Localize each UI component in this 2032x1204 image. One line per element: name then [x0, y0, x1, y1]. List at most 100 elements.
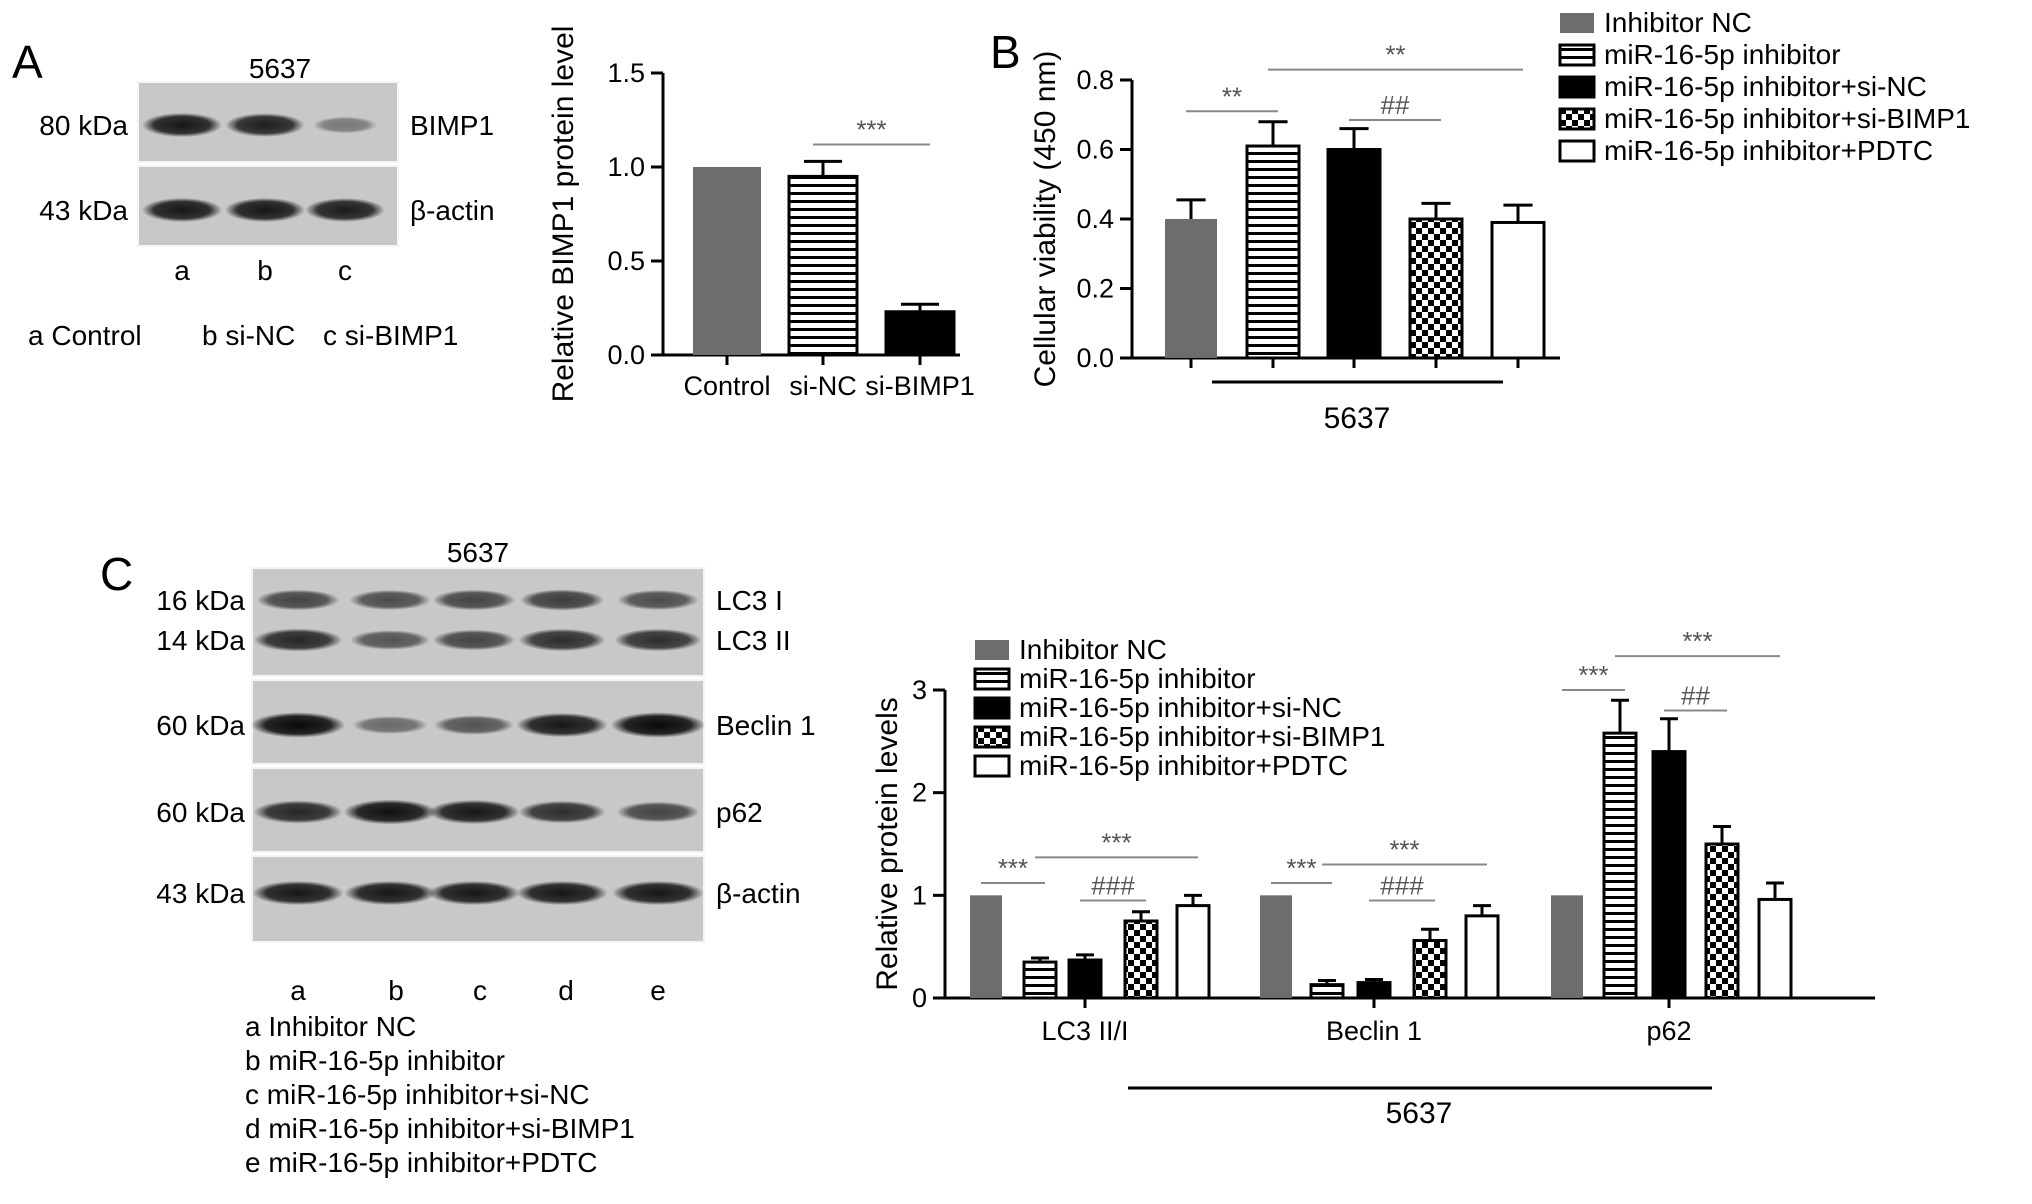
chart-b-legend-label: Inhibitor NC — [1604, 7, 1752, 38]
chart-c-significance-label: *** — [1389, 835, 1419, 865]
blot-c-kda-label: 60 kDa — [156, 710, 245, 741]
blot-c-band — [253, 800, 343, 824]
chart-a-bar — [693, 167, 761, 355]
chart-a-y-tick-label: 0.0 — [607, 340, 645, 370]
chart-b-y-tick-label: 0.0 — [1076, 343, 1114, 373]
panel-b-bar-chart: 0.0 0.2 0.4 0.6 0.8 Cellular viability (450 n… — [1029, 7, 1970, 387]
blot-c-band — [253, 628, 343, 652]
chart-b-bar — [1245, 144, 1301, 360]
chart-c-y-tick-label: 3 — [912, 675, 927, 705]
chart-a-y-tick-label: 1.5 — [607, 58, 645, 88]
blot-c-band — [519, 589, 605, 611]
blot-c-kda-label: 43 kDa — [156, 878, 245, 909]
chart-b-y-tick-label: 0.2 — [1076, 274, 1114, 304]
blot-a-band — [141, 112, 223, 138]
chart-c-bar — [1175, 904, 1211, 1000]
chart-c-legend-label: miR-16-5p inhibitor+PDTC — [1019, 750, 1348, 781]
blot-c-band — [432, 629, 516, 651]
chart-a-bar — [884, 310, 956, 357]
chart-b-legend-swatch — [1558, 75, 1596, 99]
chart-b-significance-label: ** — [1222, 81, 1242, 111]
chart-b-significance-label: ** — [1385, 40, 1405, 70]
blot-a-band — [313, 116, 377, 134]
chart-c-bar — [970, 895, 1002, 998]
chart-c-x-tick-label: Beclin 1 — [1326, 1016, 1422, 1046]
chart-b-legend-swatch — [1558, 107, 1596, 131]
panel-a-lane-label: b — [257, 255, 273, 286]
blot-c-protein-label: Beclin 1 — [716, 710, 816, 741]
blot-c-band — [352, 716, 428, 734]
blot-c-band — [343, 799, 437, 825]
chart-c-y-tick-label: 2 — [912, 778, 927, 808]
chart-b-y-tick-label: 0.6 — [1076, 135, 1114, 165]
panel-c-lane-label: d — [558, 975, 574, 1006]
panel-c-cell-line: 5637 — [447, 537, 509, 568]
panel-a-key-item: c si-BIMP1 — [323, 320, 458, 351]
blot-a-kda-label: 80 kDa — [39, 110, 128, 141]
chart-c-bar — [1551, 895, 1583, 998]
panel-a-key-item: a Control — [28, 320, 142, 351]
chart-a-y-axis-title: Relative BIMP1 protein level — [547, 26, 580, 403]
chart-c-bar — [1757, 897, 1793, 1000]
blot-c-band — [256, 589, 340, 611]
panel-c-lane-label: b — [388, 975, 404, 1006]
blot-c-band — [252, 880, 344, 906]
panel-c-key-item: d miR-16-5p inhibitor+si-BIMP1 — [245, 1113, 635, 1144]
chart-b-legend-swatch — [1558, 139, 1596, 163]
chart-b-y-tick-label: 0.4 — [1076, 204, 1114, 234]
panel-b-group-label: 5637 — [1324, 402, 1391, 435]
blot-c-protein-label: LC3 I — [716, 585, 783, 616]
chart-c-legend-swatch — [975, 640, 1009, 660]
panel-a-lane-label: c — [338, 255, 352, 286]
blot-c-kda-label: 16 kDa — [156, 585, 245, 616]
blot-a-band — [141, 197, 223, 223]
blot-c-band — [614, 628, 702, 652]
chart-c-bar — [1412, 939, 1448, 1000]
blot-c-band — [349, 630, 431, 650]
panel-c-key-item: c miR-16-5p inhibitor+si-NC — [245, 1079, 590, 1110]
chart-c-legend-swatch — [973, 696, 1011, 720]
chart-c-legend-swatch — [973, 667, 1011, 691]
panel-a-bar-chart: 0.0 0.5 1.0 1.5 Relative BIMP1 protein level… — [547, 26, 975, 403]
chart-b-legend-swatch — [1558, 43, 1596, 67]
blot-a-band — [224, 197, 306, 223]
chart-c-x-tick-label: LC3 II/I — [1041, 1016, 1128, 1046]
chart-c-significance-label: *** — [1682, 626, 1712, 656]
chart-c-bar — [1602, 731, 1638, 1000]
chart-c-y-tick-label: 1 — [912, 880, 927, 910]
blot-c-band — [616, 801, 700, 823]
chart-b-y-tick-label: 0.8 — [1076, 65, 1114, 95]
blot-c-band — [518, 800, 606, 824]
chart-b-significance-label: ## — [1381, 90, 1410, 120]
blot-c-membrane — [251, 567, 705, 677]
blot-c-band — [617, 589, 699, 611]
blot-a-band — [305, 198, 385, 222]
chart-b-bar — [1408, 217, 1464, 360]
blot-c-band — [612, 880, 704, 906]
panel-a-cell-line: 5637 — [249, 53, 311, 84]
panel-c-lane-label: a — [290, 975, 306, 1006]
chart-c-y-axis-title: Relative protein levels — [871, 697, 904, 990]
chart-b-legend-label: miR-16-5p inhibitor+PDTC — [1604, 135, 1933, 166]
chart-b-bar — [1165, 219, 1217, 358]
panel-c-letter: C — [100, 548, 133, 600]
blot-c-band — [516, 712, 608, 738]
chart-c-significance-label: ### — [1380, 870, 1424, 900]
blot-c-band — [349, 589, 431, 611]
blot-a-kda-label: 43 kDa — [39, 195, 128, 226]
chart-c-bar — [1704, 842, 1740, 1000]
blot-c-band — [518, 628, 606, 652]
chart-a-y-tick-label: 0.5 — [607, 246, 645, 276]
panel-c-key-item: a Inhibitor NC — [245, 1011, 416, 1042]
panel-c-lane-label: e — [650, 975, 666, 1006]
chart-c-bar — [1022, 960, 1058, 1000]
chart-a-x-tick-label: si-NC — [789, 371, 857, 401]
chart-c-legend-label: miR-16-5p inhibitor+si-NC — [1019, 692, 1342, 723]
chart-c-bar — [1651, 750, 1687, 1000]
panel-a-letter: A — [12, 36, 43, 88]
panel-a-lane-label: a — [174, 255, 190, 286]
chart-c-bar — [1464, 914, 1500, 1000]
chart-c-legend-label: miR-16-5p inhibitor — [1019, 663, 1256, 694]
panel-c-key-item: b miR-16-5p inhibitor — [245, 1045, 505, 1076]
